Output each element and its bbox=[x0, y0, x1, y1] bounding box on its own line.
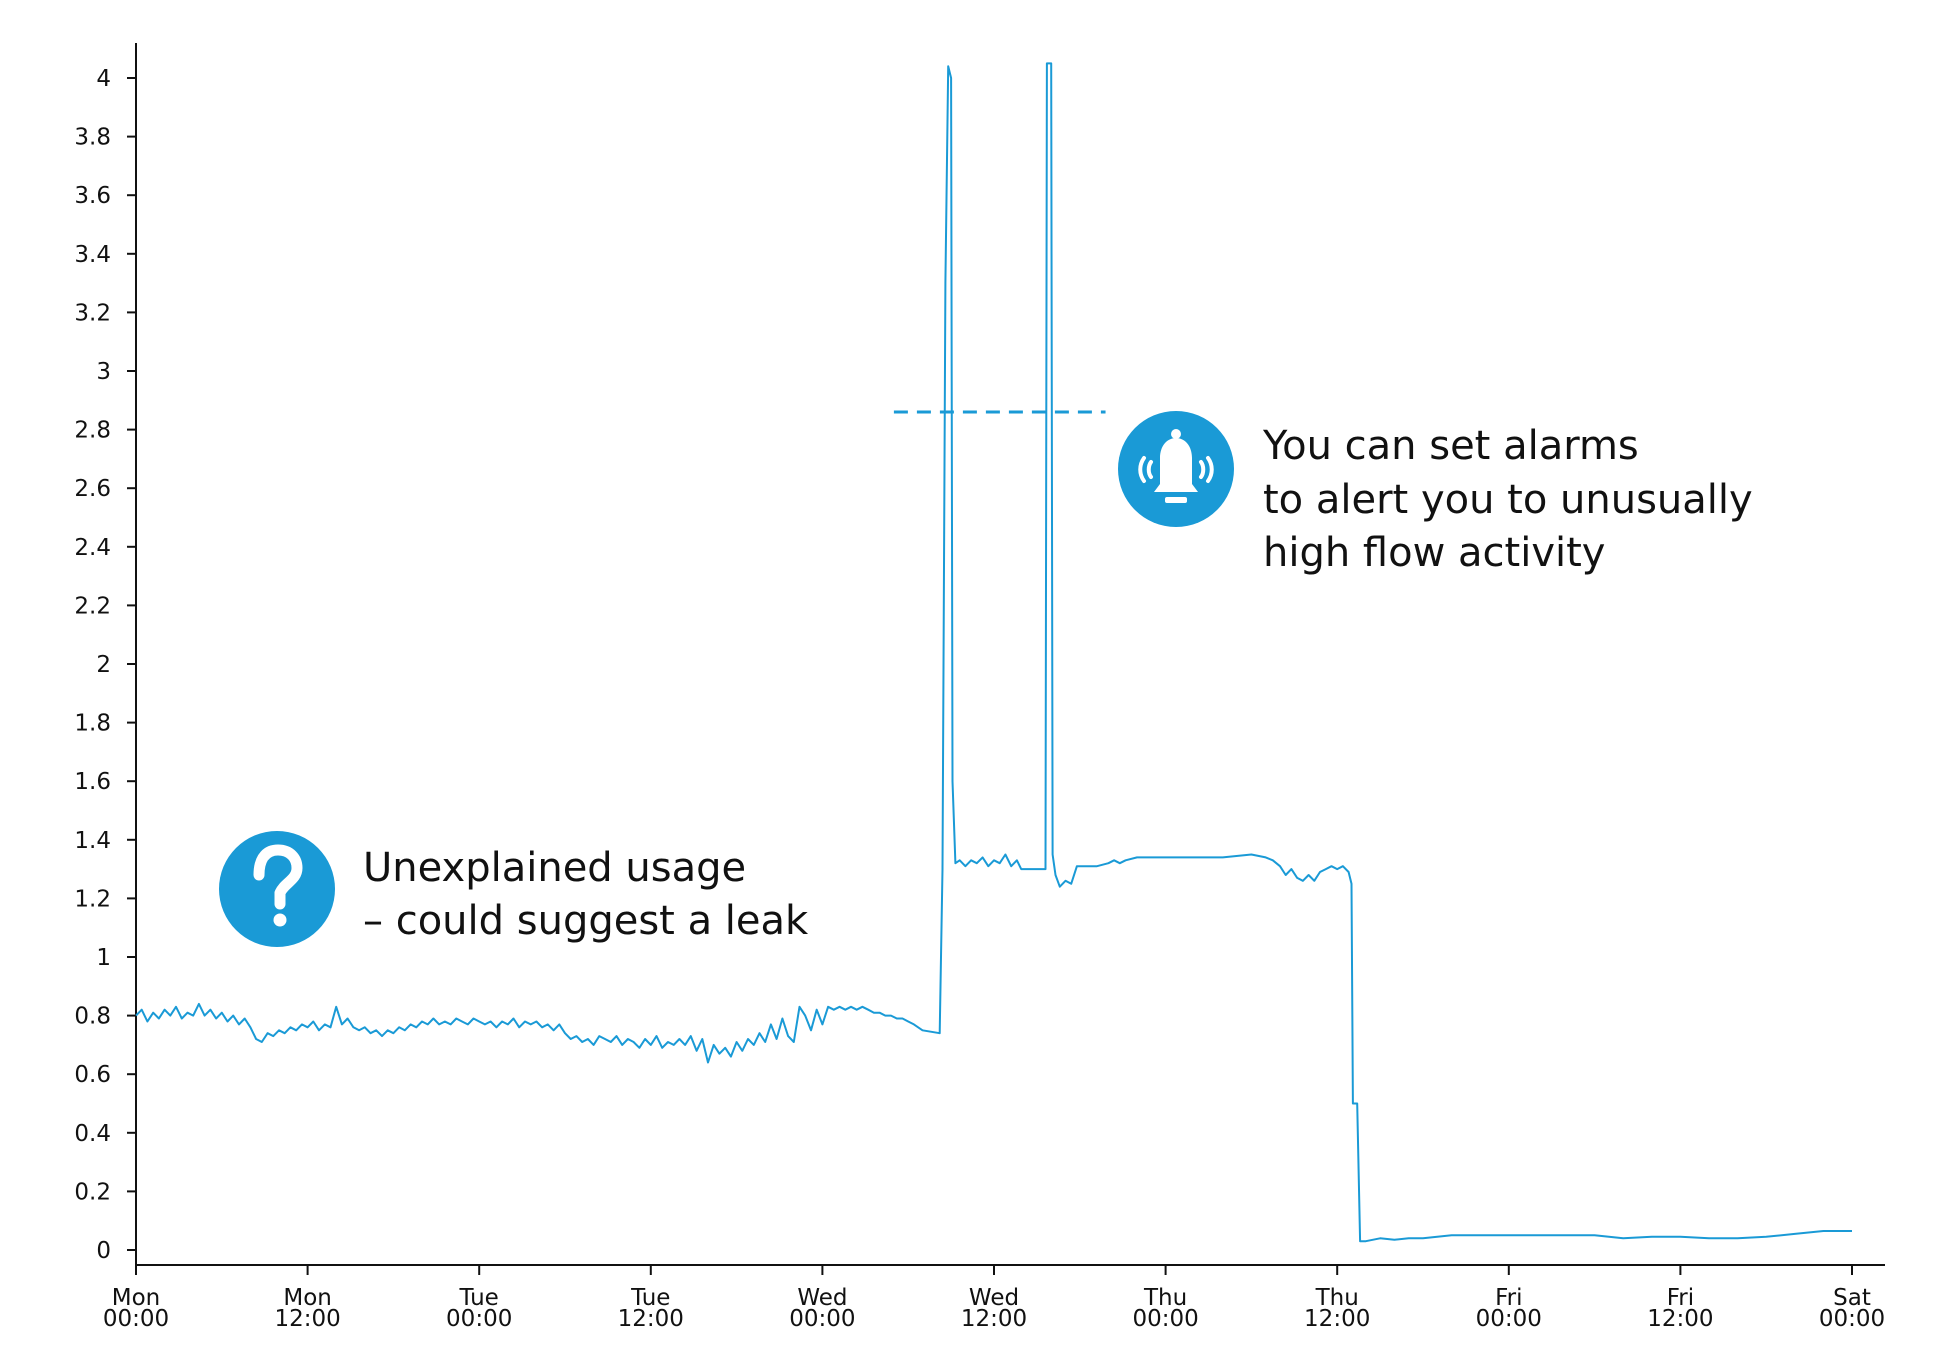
y-tick-label: 1 bbox=[96, 945, 111, 971]
x-tick-time-label: 12:00 bbox=[618, 1306, 684, 1332]
y-tick-label: 0.6 bbox=[74, 1062, 111, 1088]
x-tick-time-label: 00:00 bbox=[1819, 1306, 1885, 1332]
y-tick-label: 0.8 bbox=[74, 1004, 111, 1030]
x-tick-day-label: Tue bbox=[459, 1285, 499, 1311]
x-tick-time-label: 12:00 bbox=[961, 1306, 1027, 1332]
x-tick-time-label: 00:00 bbox=[103, 1306, 169, 1332]
x-tick-day-label: Mon bbox=[112, 1285, 161, 1311]
y-tick-label: 0 bbox=[96, 1238, 111, 1264]
y-tick-label: 2 bbox=[96, 652, 111, 678]
x-tick-day-label: Fri bbox=[1495, 1285, 1522, 1311]
x-tick-day-label: Fri bbox=[1667, 1285, 1694, 1311]
x-tick-day-label: Thu bbox=[1315, 1285, 1359, 1311]
question-mark-icon bbox=[219, 831, 335, 947]
x-tick-day-label: Tue bbox=[630, 1285, 670, 1311]
x-tick-time-label: 12:00 bbox=[274, 1306, 340, 1332]
x-axis-ticks: Mon00:00Mon12:00Tue00:00Tue12:00Wed00:00… bbox=[103, 1265, 1885, 1332]
x-tick-time-label: 00:00 bbox=[446, 1306, 512, 1332]
x-tick-day-label: Wed bbox=[969, 1285, 1019, 1311]
y-tick-label: 3.8 bbox=[74, 125, 111, 151]
y-tick-label: 1.2 bbox=[74, 886, 111, 912]
leak-annotation-line-1: Unexplained usage bbox=[363, 845, 746, 891]
leak-annotation: Unexplained usage – could suggest a leak bbox=[219, 831, 809, 947]
y-tick-label: 2.8 bbox=[74, 418, 111, 444]
y-tick-label: 3.2 bbox=[74, 300, 111, 326]
y-tick-label: 0.2 bbox=[74, 1179, 111, 1205]
y-tick-label: 3.4 bbox=[74, 242, 111, 268]
x-tick-day-label: Thu bbox=[1143, 1285, 1187, 1311]
y-tick-label: 1.6 bbox=[74, 769, 111, 795]
x-tick-time-label: 00:00 bbox=[789, 1306, 855, 1332]
y-axis-ticks: 0 0.2 0.4 0.6 0.8 1 1.2 1.4 1.6 1.8 2 2.2 2.4 2.6 2.8 3… bbox=[74, 66, 136, 1264]
y-tick-label: 2.2 bbox=[74, 593, 111, 619]
y-tick-label: 2.6 bbox=[74, 476, 111, 502]
y-tick-label: 0.4 bbox=[74, 1121, 111, 1147]
alarm-annotation-line-1: You can set alarms bbox=[1262, 423, 1639, 469]
y-tick-label: 3.6 bbox=[74, 183, 111, 209]
x-tick-time-label: 00:00 bbox=[1476, 1306, 1542, 1332]
y-tick-label: 2.4 bbox=[74, 535, 111, 561]
y-tick-label: 1.4 bbox=[74, 828, 111, 854]
x-tick-time-label: 12:00 bbox=[1647, 1306, 1713, 1332]
x-tick-day-label: Mon bbox=[283, 1285, 332, 1311]
y-tick-label: 3 bbox=[96, 359, 111, 385]
x-tick-day-label: Sat bbox=[1833, 1285, 1871, 1311]
x-tick-time-label: 00:00 bbox=[1132, 1306, 1198, 1332]
bell-icon bbox=[1118, 411, 1234, 527]
y-tick-label: 4 bbox=[96, 66, 111, 92]
alarm-annotation: You can set alarms to alert you to unusu… bbox=[1118, 411, 1753, 576]
alarm-annotation-line-3: high flow activity bbox=[1263, 530, 1605, 576]
y-tick-label: 1.8 bbox=[74, 711, 111, 737]
flow-series-line bbox=[135, 62, 1852, 1243]
x-tick-day-label: Wed bbox=[797, 1285, 847, 1311]
alarm-annotation-line-2: to alert you to unusually bbox=[1263, 477, 1753, 523]
x-tick-time-label: 12:00 bbox=[1304, 1306, 1370, 1332]
leak-annotation-line-2: – could suggest a leak bbox=[363, 898, 809, 944]
